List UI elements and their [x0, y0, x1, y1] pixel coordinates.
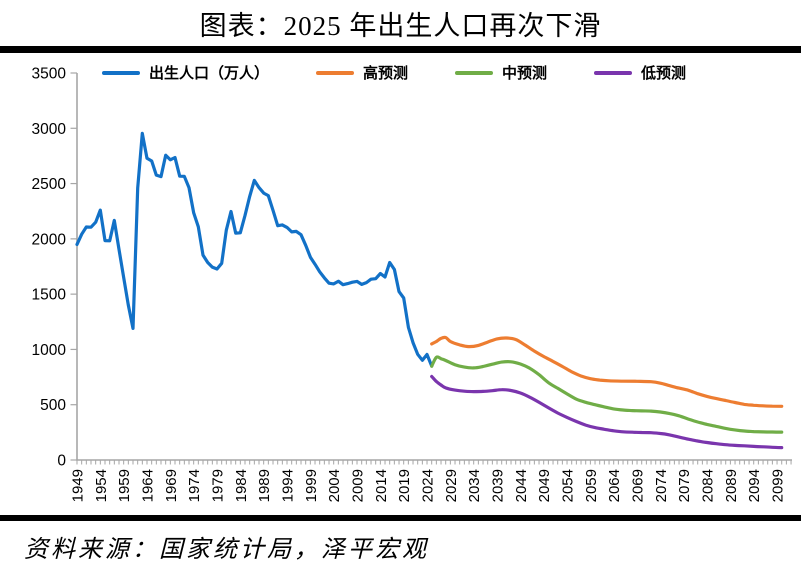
- x-axis-tick-label: 2004: [326, 469, 343, 502]
- x-axis-tick-label: 2069: [630, 469, 647, 502]
- x-axis-tick-label: 2079: [676, 469, 693, 502]
- x-axis-tick-label: 2054: [560, 469, 577, 502]
- x-axis-tick-label: 2049: [536, 469, 553, 502]
- x-axis-tick-label: 2094: [746, 469, 763, 502]
- high-forecast-label: 高预测: [363, 65, 409, 82]
- chart-legend: 出生人口（万人） 高预测 中预测 低预测: [102, 62, 686, 83]
- y-axis-tick-label: 1000: [32, 342, 67, 359]
- x-axis-tick-label: 2019: [396, 469, 413, 502]
- x-axis-tick-label: 1984: [233, 469, 250, 502]
- low-forecast-label: 低预测: [641, 65, 687, 82]
- x-axis-tick-label: 1974: [186, 469, 203, 502]
- y-axis-tick-label: 1500: [32, 287, 67, 304]
- legend-item-high-forecast: 高预测: [316, 62, 408, 83]
- x-axis-tick-label: 2099: [770, 469, 787, 502]
- y-axis-tick-label: 2500: [32, 176, 67, 193]
- y-axis-tick-label: 3500: [32, 66, 67, 83]
- x-axis-tick-label: 2029: [443, 469, 460, 502]
- x-axis-tick-label: 2089: [723, 469, 740, 502]
- x-axis-tick-label: 2009: [350, 469, 367, 502]
- mid-forecast-label: 中预测: [502, 65, 548, 82]
- bottom-divider-rule: [0, 515, 801, 521]
- x-axis-tick-label: 2059: [583, 469, 600, 502]
- y-axis-tick-label: 0: [57, 453, 66, 470]
- y-axis-tick-label: 2000: [32, 231, 67, 248]
- birth-population-chart: 0 500 1000 1500 2000 2500 3000 3500 1949 1954 1959…: [32, 66, 792, 502]
- legend-item-low-forecast: 低预测: [594, 62, 686, 83]
- low-forecast-line: [430, 374, 784, 450]
- legend-item-mid-forecast: 中预测: [455, 62, 547, 83]
- x-axis-tick-label: 1989: [256, 469, 273, 502]
- y-axis-tick-label: 500: [40, 397, 66, 414]
- x-axis-tick-label: 1979: [210, 469, 227, 502]
- x-axis-tick-label: 1954: [93, 469, 110, 502]
- x-axis-tick-label: 2064: [606, 469, 623, 502]
- x-axis-tick-label: 2034: [466, 469, 483, 502]
- high-forecast-swatch: [316, 70, 355, 75]
- low-forecast-swatch: [594, 70, 633, 75]
- x-axis-tick-label: 2044: [513, 469, 530, 502]
- top-divider-rule: [0, 46, 801, 53]
- birth-series-swatch: [102, 70, 140, 75]
- x-axis-tick-label: 1969: [163, 469, 180, 502]
- x-axis-tick-label: 1994: [280, 469, 297, 502]
- x-axis-tick-label: 1964: [140, 469, 157, 502]
- birth-series-label: 出生人口（万人）: [149, 65, 270, 82]
- chart-title: 图表：2025 年出生人口再次下滑: [199, 11, 602, 41]
- high-forecast-line: [430, 335, 784, 408]
- birth-series-line: [75, 131, 434, 368]
- x-axis-tick-label: 2039: [490, 469, 507, 502]
- mid-forecast-swatch: [455, 70, 494, 75]
- x-axis-tick-label: 2074: [653, 469, 670, 502]
- legend-item-birth: 出生人口（万人）: [102, 62, 269, 83]
- x-axis-tick-label: 1999: [303, 469, 320, 502]
- x-axis-tick-label: 1959: [116, 469, 133, 502]
- axis-lines: [76, 73, 792, 461]
- y-axis-tick-label: 3000: [32, 121, 67, 138]
- x-axis-tick-label: 2014: [373, 469, 390, 502]
- source-note: 资料来源：国家统计局，泽平宏观: [24, 537, 429, 563]
- x-axis-tick-label: 2024: [420, 469, 437, 502]
- x-axis-tick-label: 1949: [70, 469, 87, 502]
- mid-forecast-line: [430, 355, 784, 434]
- x-axis-tick-label: 2084: [700, 469, 717, 502]
